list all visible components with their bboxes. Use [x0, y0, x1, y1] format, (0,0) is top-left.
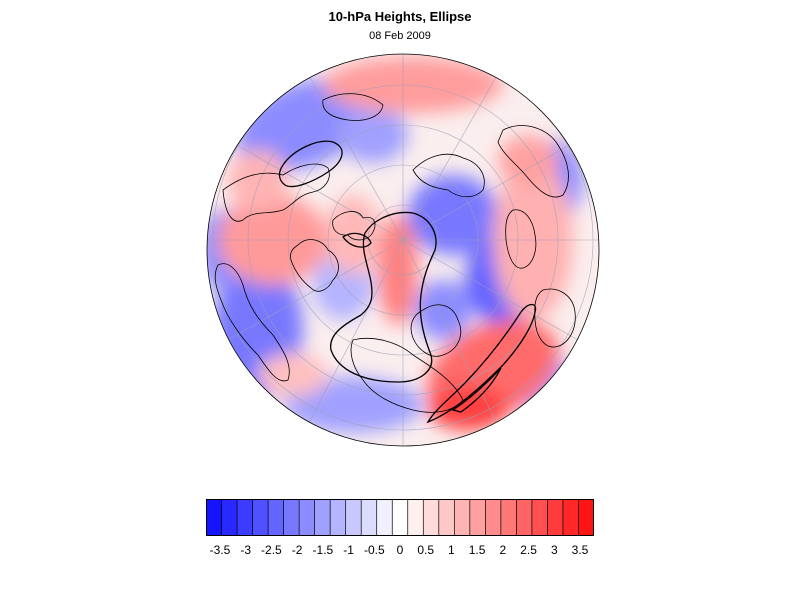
colorbar-swatch: [391, 499, 409, 536]
colorbar-tick-label: 2: [499, 543, 507, 557]
map-date: 08 Feb 2009: [369, 30, 431, 42]
colorbar-tick-label: -2.5: [261, 543, 282, 557]
colorbar-swatch: [283, 499, 300, 536]
colorbar-tick-label: 0.5: [417, 543, 435, 557]
colorbar-swatch: [453, 499, 471, 536]
colorbar-swatch: [422, 499, 440, 536]
colorbar-tick-labels: -3.5 -3 -2.5 -2 -1.5 -1 -0.5 0 0.5 1 1.5 2 2.5 3 3.5: [206, 543, 594, 561]
colorbar-tick-label: 3.5: [571, 543, 589, 557]
colorbar-swatch: [206, 499, 223, 536]
colorbar-tick-label: -3: [240, 543, 252, 557]
colorbar-swatch: [547, 499, 564, 536]
polar-map: [206, 53, 600, 447]
colorbar-tick-label: -1.5: [312, 543, 334, 557]
colorbar-tick-label: 2.5: [520, 543, 537, 557]
colorbar-tick-label: 1.5: [468, 543, 486, 557]
colorbar-border: [206, 499, 594, 536]
colorbar-swatch: [531, 499, 549, 536]
colorbar-swatch: [267, 499, 285, 536]
colorbar-swatch: [469, 499, 487, 536]
colorbar-tick-label: -2: [291, 543, 303, 557]
map-title: 10-hPa Heights, Ellipse: [328, 9, 472, 24]
colorbar-swatch: [329, 499, 347, 536]
colorbar-tick-label: 3: [550, 543, 558, 557]
colorbar-tick-label: 0: [396, 543, 404, 557]
colorbar-swatch: [562, 499, 580, 536]
colorbar-swatch: [500, 499, 518, 536]
colorbar-tick-label: -1: [343, 543, 354, 557]
contour-lines: [278, 140, 537, 424]
coastlines: [214, 93, 576, 413]
colorbar-swatch: [438, 499, 455, 536]
globe-outline: [206, 53, 600, 447]
colorbar-tick-label: -3.5: [209, 543, 231, 557]
colorbar-swatch: [376, 499, 393, 536]
colorbar-swatch: [252, 499, 269, 536]
colorbar-swatch: [578, 499, 594, 536]
colorbar-swatch: [221, 499, 238, 536]
colorbar-swatch: [236, 499, 254, 536]
colorbar-swatch: [345, 499, 362, 536]
colorbar-swatch: [298, 499, 316, 536]
graticule: [207, 54, 599, 446]
colorbar-tick-label: 1: [448, 543, 455, 557]
colorbar-swatch: [407, 499, 424, 536]
colorbar-swatch: [485, 499, 502, 536]
colorbar-swatch: [516, 499, 533, 536]
colorbar-tick-label: -0.5: [363, 543, 385, 557]
colorbar-swatch: [360, 499, 378, 536]
colorbar-swatch: [314, 499, 331, 536]
colorbar: [206, 499, 594, 536]
